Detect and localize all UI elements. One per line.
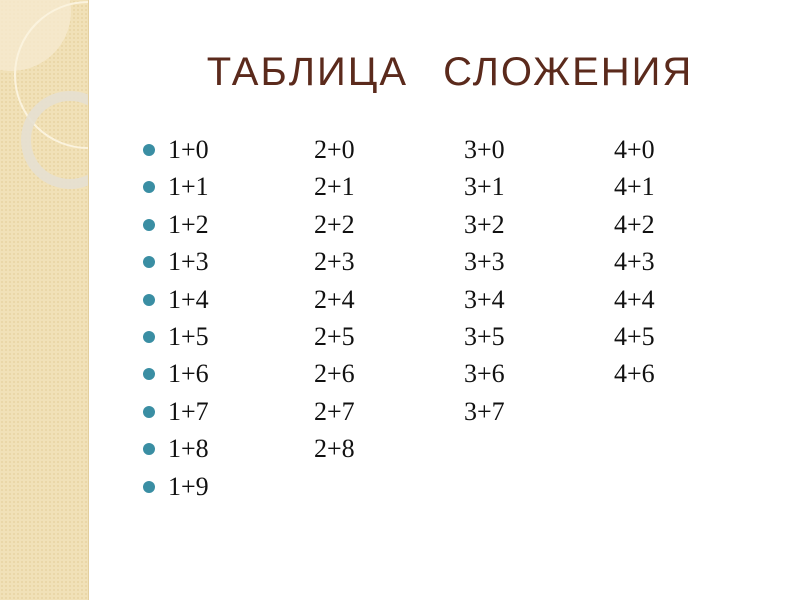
- column-4: 4+0 4+1 4+2 4+3 4+4 4+5 4+6: [614, 131, 655, 393]
- list-item: 4+5: [614, 318, 655, 355]
- expression: 1+2: [168, 209, 209, 239]
- list-item: 2+0: [314, 131, 355, 168]
- list-item: 3+1: [464, 168, 505, 205]
- expression: 3+5: [464, 321, 505, 351]
- list-item: 1+8: [143, 430, 209, 467]
- list-item: 3+7: [464, 393, 505, 430]
- decorative-circles: [0, 0, 88, 189]
- expression: 4+0: [614, 135, 655, 164]
- list-item: 1+9: [143, 468, 209, 505]
- expression: 3+2: [464, 209, 505, 239]
- list-item: 4+2: [614, 206, 655, 243]
- expression: 1+5: [168, 321, 209, 351]
- bullet-icon: [143, 480, 155, 493]
- list-item: 1+5: [143, 318, 209, 355]
- list-item: 1+4: [143, 281, 209, 318]
- bullet-icon: [143, 293, 155, 306]
- list-item: 1+3: [143, 243, 209, 280]
- expression: 4+4: [614, 284, 655, 314]
- list-item: 4+6: [614, 355, 655, 392]
- expression: 4+2: [614, 209, 655, 239]
- decorative-sidebar: [0, 0, 89, 600]
- expression: 1+6: [168, 359, 209, 389]
- list-item: 2+5: [314, 318, 355, 355]
- expression: 1+1: [168, 172, 209, 202]
- expression: 1+4: [168, 284, 209, 314]
- list-item: 2+1: [314, 168, 355, 205]
- bullet-icon: [143, 218, 155, 231]
- list-item: 2+6: [314, 355, 355, 392]
- expression: 3+4: [464, 284, 505, 314]
- list-item: 1+0: [143, 131, 209, 168]
- expression: 3+0: [464, 135, 505, 164]
- expression: 1+0: [168, 135, 209, 164]
- expression: 3+7: [464, 396, 505, 426]
- list-item: 3+0: [464, 131, 505, 168]
- expression: 2+5: [314, 321, 355, 351]
- list-item: 2+8: [314, 430, 355, 467]
- expression: 1+9: [168, 471, 209, 501]
- expression: 3+1: [464, 172, 505, 202]
- list-item: 1+1: [143, 168, 209, 205]
- list-item: 3+5: [464, 318, 505, 355]
- bullet-icon: [143, 368, 155, 381]
- expression: 1+7: [168, 396, 209, 426]
- expression: 4+6: [614, 359, 655, 389]
- list-item: 3+3: [464, 243, 505, 280]
- expression: 2+3: [314, 247, 355, 277]
- expression: 1+3: [168, 247, 209, 277]
- expression: 2+6: [314, 359, 355, 389]
- expression: 2+4: [314, 284, 355, 314]
- column-1: 1+0 1+1 1+2 1+3 1+4 1+5 1+6 1+7 1+8 1+9: [143, 131, 209, 505]
- expression: 1+8: [168, 434, 209, 464]
- expression: 2+7: [314, 396, 355, 426]
- list-item: 1+2: [143, 206, 209, 243]
- expression: 3+3: [464, 247, 505, 277]
- list-item: 2+7: [314, 393, 355, 430]
- expression: 2+1: [314, 172, 355, 202]
- list-item: 4+1: [614, 168, 655, 205]
- bullet-icon: [143, 144, 155, 156]
- column-2: 2+0 2+1 2+2 2+3 2+4 2+5 2+6 2+7 2+8: [314, 131, 355, 468]
- bullet-icon: [143, 256, 155, 269]
- list-item: 3+2: [464, 206, 505, 243]
- list-item: 4+0: [614, 131, 655, 168]
- list-item: 3+6: [464, 355, 505, 392]
- expression: 2+8: [314, 434, 355, 464]
- expression: 4+3: [614, 247, 655, 277]
- list-item: 2+2: [314, 206, 355, 243]
- bullet-icon: [143, 405, 155, 418]
- bullet-icon: [143, 181, 155, 194]
- expression: 2+2: [314, 209, 355, 239]
- expression: 4+1: [614, 172, 655, 202]
- list-item: 2+3: [314, 243, 355, 280]
- slide-title: ТАБЛИЦА СЛОЖЕНИЯ: [206, 50, 694, 94]
- bullet-icon: [143, 443, 155, 456]
- list-item: 1+7: [143, 393, 209, 430]
- list-item: 1+6: [143, 355, 209, 392]
- expression: 3+6: [464, 359, 505, 389]
- list-item: 3+4: [464, 281, 505, 318]
- column-3: 3+0 3+1 3+2 3+3 3+4 3+5 3+6 3+7: [464, 131, 505, 430]
- expression: 4+5: [614, 321, 655, 351]
- list-item: 4+3: [614, 243, 655, 280]
- expression: 2+0: [314, 135, 355, 164]
- list-item: 2+4: [314, 281, 355, 318]
- list-item: 4+4: [614, 281, 655, 318]
- bullet-icon: [143, 330, 155, 343]
